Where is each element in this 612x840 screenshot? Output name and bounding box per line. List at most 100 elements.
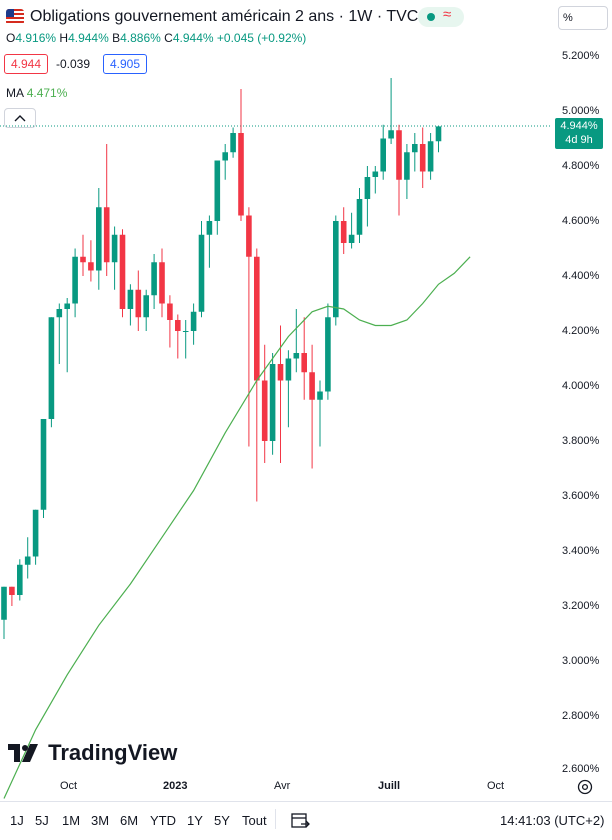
ma-legend[interactable]: MA 4.471%: [6, 86, 67, 100]
range-1d-button[interactable]: 1J: [10, 813, 24, 828]
range-5d-button[interactable]: 5J: [35, 813, 49, 828]
candle-body: [277, 364, 284, 381]
open-value: 4.916%: [15, 31, 57, 45]
price-tick: 3.400%: [562, 545, 600, 557]
candle-body: [135, 289, 142, 318]
market-status-pill[interactable]: [418, 7, 464, 27]
candle-body: [182, 331, 189, 332]
chart-settings-gear-icon[interactable]: [576, 778, 594, 801]
candle-body: [103, 207, 110, 263]
spread-value: -0.039: [56, 57, 91, 71]
time-tick: 2023: [163, 780, 188, 792]
candle-body: [396, 130, 402, 180]
candle-body: [254, 256, 260, 381]
range-1y-button[interactable]: 1Y: [187, 813, 203, 828]
candle-body: [80, 256, 86, 263]
candle-body: [333, 221, 339, 318]
candle-body: [40, 419, 47, 510]
timezone-clock[interactable]: 14:41:03 (UTC+2): [500, 813, 605, 828]
candle-body: [119, 234, 126, 309]
price-tick: 5.200%: [562, 50, 600, 62]
market-open-dot-icon: [427, 13, 435, 21]
candle-body: [404, 152, 410, 180]
low-key: B: [112, 31, 121, 45]
ma-line: [3, 256, 471, 799]
candle-body: [9, 586, 15, 595]
candle-body: [214, 160, 221, 221]
goto-date-calendar-icon[interactable]: [290, 810, 310, 835]
candle-body: [364, 177, 371, 199]
range-3m-button[interactable]: 3M: [91, 813, 110, 828]
price-tick: 3.800%: [562, 435, 600, 447]
candle-body: [269, 364, 276, 441]
candle-body: [159, 262, 165, 304]
candle-body: [190, 311, 197, 331]
candle-body: [301, 353, 307, 373]
candle-body: [230, 133, 236, 153]
price-tick: 3.000%: [562, 655, 600, 667]
range-6m-button[interactable]: 6M: [120, 813, 139, 828]
candle-body: [340, 221, 347, 243]
symbol-title[interactable]: Obligations gouvernement américain 2 ans…: [30, 8, 419, 25]
price-tick: 4.000%: [562, 380, 600, 392]
price-tick: 4.400%: [562, 270, 600, 282]
us-flag-icon: [6, 9, 24, 25]
candle-body: [96, 207, 102, 271]
price-tick: 5.000%: [562, 105, 600, 117]
current-price-value: 4.944%: [560, 120, 598, 132]
candle-body: [380, 138, 386, 172]
ohlc-legend: O4.916% H4.944% B4.886% C4.944% +0.045 (…: [6, 31, 306, 45]
scale-percent-button[interactable]: %: [558, 6, 608, 30]
range-all-button[interactable]: Tout: [242, 813, 267, 828]
tradingview-watermark: TradingView: [8, 740, 177, 766]
candle-body: [246, 215, 252, 257]
candle-body: [419, 144, 426, 172]
chevron-up-icon: [14, 115, 26, 122]
candle-body: [293, 353, 300, 359]
candle-body: [151, 262, 157, 296]
candle-body: [317, 391, 323, 400]
price-tick: 3.200%: [562, 600, 600, 612]
bid-button[interactable]: 4.944: [4, 54, 48, 74]
candle-body: [111, 234, 118, 263]
candle-body: [285, 358, 292, 381]
tradingview-logo-icon: [8, 744, 38, 762]
candle-body: [356, 199, 363, 235]
candle-body: [198, 234, 205, 312]
candles-group: [1, 78, 442, 639]
price-tick: 2.800%: [562, 710, 600, 722]
candle-body: [372, 171, 379, 177]
ask-button[interactable]: 4.905: [103, 54, 147, 74]
bar-countdown: 4d 9h: [565, 134, 593, 146]
range-5y-button[interactable]: 5Y: [214, 813, 230, 828]
candle-body: [17, 564, 23, 595]
candle-body: [412, 144, 418, 153]
toolbar-separator: [275, 809, 276, 829]
candle-body: [24, 556, 31, 565]
time-tick: Oct: [60, 780, 78, 792]
price-tick: 4.600%: [562, 215, 600, 227]
candle-body: [64, 303, 70, 309]
time-tick: Oct: [487, 780, 505, 792]
price-tick: 4.800%: [562, 160, 600, 172]
toolbar-divider: [0, 801, 612, 802]
price-tick: 2.600%: [562, 763, 600, 775]
low-value: 4.886%: [120, 31, 161, 45]
time-tick: Avr: [274, 780, 291, 792]
candle-body: [72, 256, 78, 304]
candle-body: [325, 317, 331, 392]
ma-value: 4.471%: [26, 86, 68, 100]
candle-body: [175, 320, 181, 331]
open-key: O: [6, 31, 16, 45]
streaming-wave-icon: ≈: [443, 6, 452, 23]
candle-body: [309, 372, 315, 400]
range-1m-button[interactable]: 1M: [62, 813, 81, 828]
price-tick: 4.200%: [562, 325, 600, 337]
collapse-legend-button[interactable]: [4, 108, 36, 128]
high-value: 4.944%: [68, 31, 109, 45]
range-ytd-button[interactable]: YTD: [150, 813, 176, 828]
candle-body: [1, 586, 7, 620]
price-chart[interactable]: [0, 0, 552, 800]
candle-body: [348, 234, 355, 243]
candle-body: [167, 303, 173, 320]
